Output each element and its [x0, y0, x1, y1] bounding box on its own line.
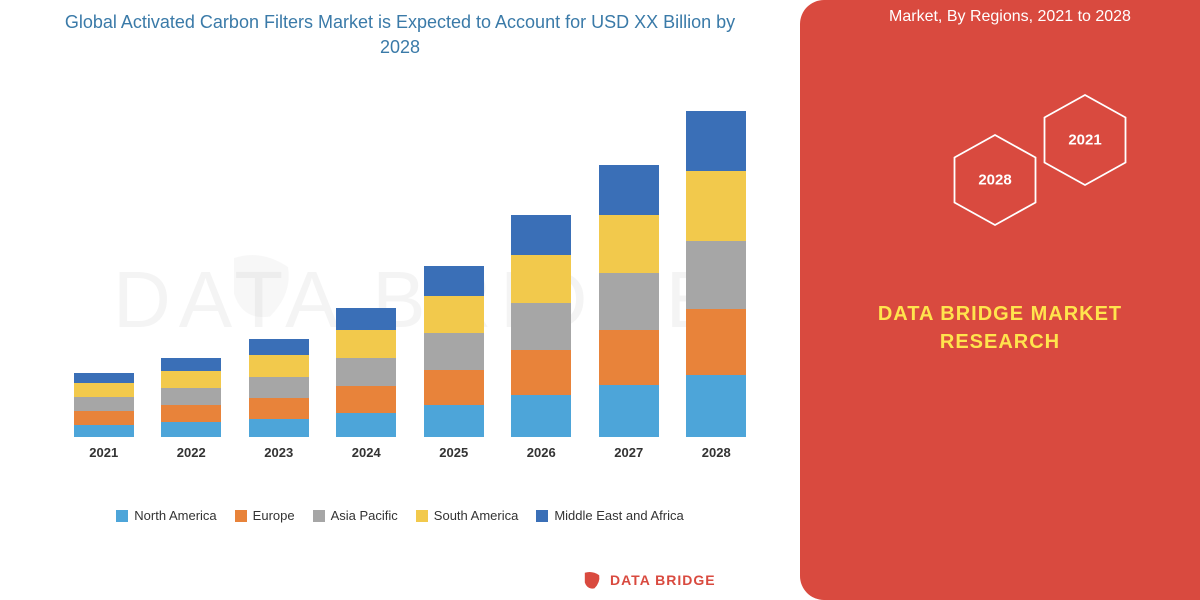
legend-label: North America — [134, 508, 216, 523]
legend-item: Middle East and Africa — [536, 508, 683, 523]
stacked-bar — [511, 215, 571, 437]
x-axis-label: 2023 — [264, 445, 293, 460]
bar-segment — [161, 422, 221, 437]
legend-item: North America — [116, 508, 216, 523]
bar-segment — [249, 419, 309, 437]
bar-segment — [249, 339, 309, 355]
x-axis-label: 2026 — [527, 445, 556, 460]
bar-segment — [249, 355, 309, 377]
x-axis-label: 2025 — [439, 445, 468, 460]
bar-segment — [599, 215, 659, 273]
bar-segment — [424, 370, 484, 405]
stacked-bar — [336, 308, 396, 437]
stacked-bar — [161, 358, 221, 437]
bar-segment — [424, 405, 484, 437]
chart-title: Global Activated Carbon Filters Market i… — [20, 0, 780, 70]
legend-label: South America — [434, 508, 519, 523]
bar-segment — [424, 296, 484, 333]
chart-legend: North America Europe Asia Pacific South Ame… — [20, 508, 780, 523]
stacked-bar — [686, 111, 746, 437]
right-subtitle: Market, By Regions, 2021 to 2028 — [840, 8, 1180, 26]
bar-segment — [511, 255, 571, 303]
bar-segment — [336, 308, 396, 330]
bar-segment — [336, 358, 396, 386]
hex-label-2028: 2028 — [978, 172, 1011, 189]
footer-logo: DATA BRIDGE — [580, 568, 716, 592]
x-axis-label: 2028 — [702, 445, 731, 460]
bar-segment — [599, 273, 659, 330]
footer-logo-icon — [580, 568, 604, 592]
bar-group: 2028 — [681, 111, 751, 460]
hex-label-2021: 2021 — [1068, 132, 1101, 149]
bar-segment — [161, 371, 221, 388]
bar-segment — [511, 350, 571, 395]
legend-label: Asia Pacific — [331, 508, 398, 523]
stacked-bar — [249, 339, 309, 437]
bar-group: 2024 — [331, 308, 401, 460]
right-panel: Market, By Regions, 2021 to 2028 2028 20… — [800, 0, 1200, 600]
bar-segment — [74, 383, 134, 397]
bars-container: 2021 2022 2023 2024 2025 2026 2027 2028 — [60, 100, 760, 460]
bar-segment — [161, 405, 221, 422]
bar-segment — [424, 333, 484, 370]
bar-segment — [74, 373, 134, 383]
bar-segment — [161, 358, 221, 371]
x-axis-label: 2021 — [89, 445, 118, 460]
stacked-bar — [599, 165, 659, 437]
hexagon-group: 2028 2021 — [950, 90, 1150, 250]
legend-swatch — [536, 510, 548, 522]
brand-name: DATA BRIDGE MARKETRESEARCH — [800, 300, 1200, 356]
legend-swatch — [235, 510, 247, 522]
bar-segment — [336, 386, 396, 413]
bar-segment — [249, 398, 309, 419]
chart-area: 2021 2022 2023 2024 2025 2026 2027 2028 — [40, 80, 760, 500]
bar-segment — [161, 388, 221, 405]
bar-segment — [424, 266, 484, 296]
legend-label: Europe — [253, 508, 295, 523]
bar-segment — [74, 397, 134, 411]
bar-segment — [74, 411, 134, 425]
footer-logo-text: DATA BRIDGE — [610, 572, 716, 588]
bar-group: 2025 — [419, 266, 489, 460]
bar-segment — [686, 111, 746, 171]
bar-group: 2026 — [506, 215, 576, 460]
legend-swatch — [416, 510, 428, 522]
bar-group: 2023 — [244, 339, 314, 460]
stacked-bar — [74, 373, 134, 437]
bar-segment — [74, 425, 134, 437]
bar-segment — [686, 241, 746, 309]
bar-segment — [511, 395, 571, 437]
bar-segment — [686, 375, 746, 437]
x-axis-label: 2022 — [177, 445, 206, 460]
bar-segment — [686, 309, 746, 375]
legend-item: Asia Pacific — [313, 508, 398, 523]
bar-segment — [336, 330, 396, 358]
bar-segment — [511, 303, 571, 350]
bar-group: 2027 — [594, 165, 664, 460]
bar-group: 2022 — [156, 358, 226, 460]
stacked-bar — [424, 266, 484, 437]
bar-segment — [599, 165, 659, 215]
bar-segment — [686, 171, 746, 241]
bar-segment — [336, 413, 396, 437]
bar-segment — [249, 377, 309, 398]
bar-segment — [599, 385, 659, 437]
hexagon-2028: 2028 — [950, 130, 1040, 230]
hexagon-2021: 2021 — [1040, 90, 1130, 190]
legend-swatch — [313, 510, 325, 522]
legend-swatch — [116, 510, 128, 522]
chart-panel: Global Activated Carbon Filters Market i… — [20, 0, 780, 560]
legend-item: Europe — [235, 508, 295, 523]
x-axis-label: 2024 — [352, 445, 381, 460]
bar-segment — [511, 215, 571, 255]
bar-segment — [599, 330, 659, 385]
legend-item: South America — [416, 508, 519, 523]
x-axis-label: 2027 — [614, 445, 643, 460]
bar-group: 2021 — [69, 373, 139, 460]
legend-label: Middle East and Africa — [554, 508, 683, 523]
